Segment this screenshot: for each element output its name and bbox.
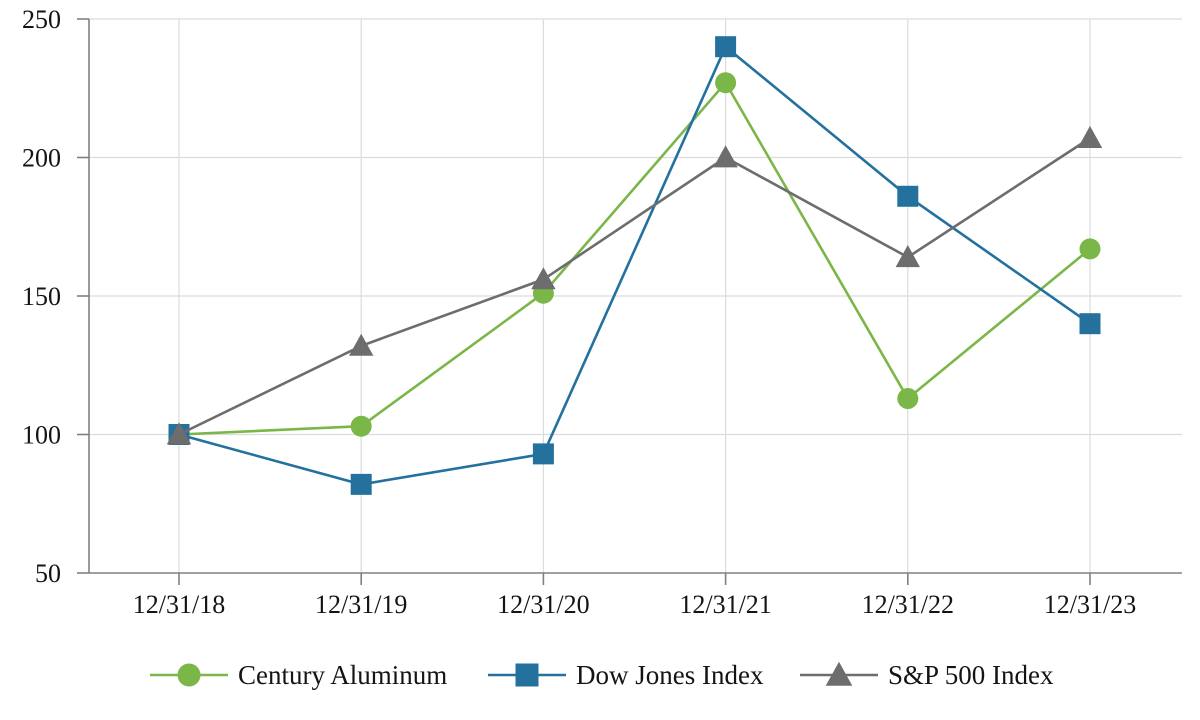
data-point-triangle (713, 145, 738, 168)
data-point-triangle (895, 245, 920, 268)
data-point-triangle (166, 422, 192, 445)
data-point-triangle (1077, 125, 1103, 148)
y-axis-label: 250 (22, 5, 61, 34)
legend-marker-circle (177, 663, 201, 687)
data-point-square (532, 443, 554, 465)
series-line-century-aluminum (178, 80, 1091, 436)
data-point-square (350, 473, 372, 495)
x-axis-label: 12/31/21 (679, 590, 771, 619)
data-point-triangle (349, 333, 374, 356)
x-axis-label: 12/31/20 (497, 590, 589, 619)
legend-label-s-p-500-index: S&P 500 Index (888, 660, 1054, 690)
x-axis-label: 12/31/19 (315, 590, 407, 619)
series-line-s-p-500-index (178, 137, 1091, 436)
legend-label-dow-jones-index: Dow Jones Index (576, 660, 764, 690)
legend-marker-triangle (825, 661, 853, 686)
data-point-circle (1079, 238, 1101, 260)
data-point-square (897, 185, 919, 207)
x-axis-label: 12/31/22 (862, 590, 954, 619)
x-axis-label: 12/31/23 (1044, 590, 1136, 619)
legend-marker-square (515, 663, 539, 687)
data-point-square (715, 36, 737, 58)
y-axis-label: 150 (22, 282, 61, 311)
x-axis-label: 12/31/18 (133, 590, 225, 619)
data-point-circle (715, 72, 737, 94)
y-axis-label: 100 (22, 421, 61, 450)
data-point-triangle (531, 267, 556, 290)
y-axis-label: 50 (35, 559, 61, 588)
y-axis-label: 200 (22, 144, 61, 173)
legend-label-century-aluminum: Century Aluminum (238, 660, 447, 690)
series-line-dow-jones-index (178, 44, 1091, 486)
data-point-circle (350, 415, 372, 437)
data-point-circle (897, 387, 919, 409)
data-point-square (1079, 313, 1101, 335)
